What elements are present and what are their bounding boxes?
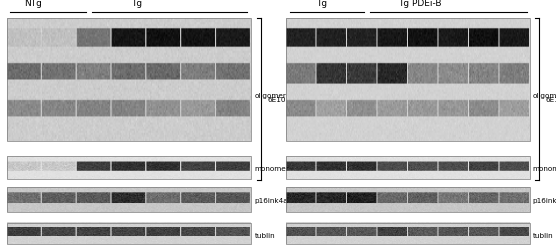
Text: oligomer: oligomer (533, 93, 556, 99)
Text: Tg: Tg (131, 0, 142, 8)
Text: monomer: monomer (255, 165, 290, 171)
Bar (286, 188, 530, 212)
Bar (7, 188, 251, 212)
Text: Tg PDEi-B: Tg PDEi-B (398, 0, 441, 8)
Text: 6E10: 6E10 (268, 97, 286, 103)
Bar (7, 156, 251, 179)
Text: NTg: NTg (24, 0, 42, 8)
Bar (7, 223, 251, 244)
Bar (7, 19, 251, 141)
Text: oligomer: oligomer (255, 93, 286, 99)
Text: p16ink4a: p16ink4a (533, 197, 556, 203)
Text: Tg: Tg (316, 0, 327, 8)
Bar (286, 223, 530, 244)
Text: tublin: tublin (255, 232, 275, 238)
Text: monomer: monomer (533, 165, 556, 171)
Text: p16ink4a: p16ink4a (255, 197, 288, 203)
Text: 6E10: 6E10 (546, 97, 556, 103)
Text: tublin: tublin (533, 232, 553, 238)
Bar (286, 19, 530, 141)
Bar (286, 156, 530, 179)
